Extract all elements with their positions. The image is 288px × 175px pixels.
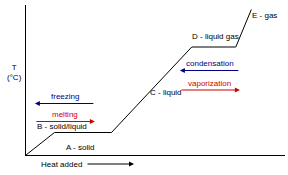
svg-text:vaporization: vaporization — [188, 79, 231, 88]
svg-text:C - liquid: C - liquid — [150, 88, 182, 97]
svg-text:A - solid: A - solid — [66, 143, 94, 152]
svg-text:E - gas: E - gas — [252, 11, 277, 20]
svg-text:B - solid/liquid: B - solid/liquid — [37, 122, 87, 131]
svg-text:melting: melting — [52, 110, 78, 119]
svg-text:condensation: condensation — [186, 59, 234, 68]
svg-text:Heat added: Heat added — [41, 160, 82, 169]
svg-text:T(°C): T(°C) — [7, 63, 22, 82]
svg-text:D - liquid gas: D - liquid gas — [192, 32, 239, 41]
svg-text:freezing: freezing — [51, 92, 79, 101]
